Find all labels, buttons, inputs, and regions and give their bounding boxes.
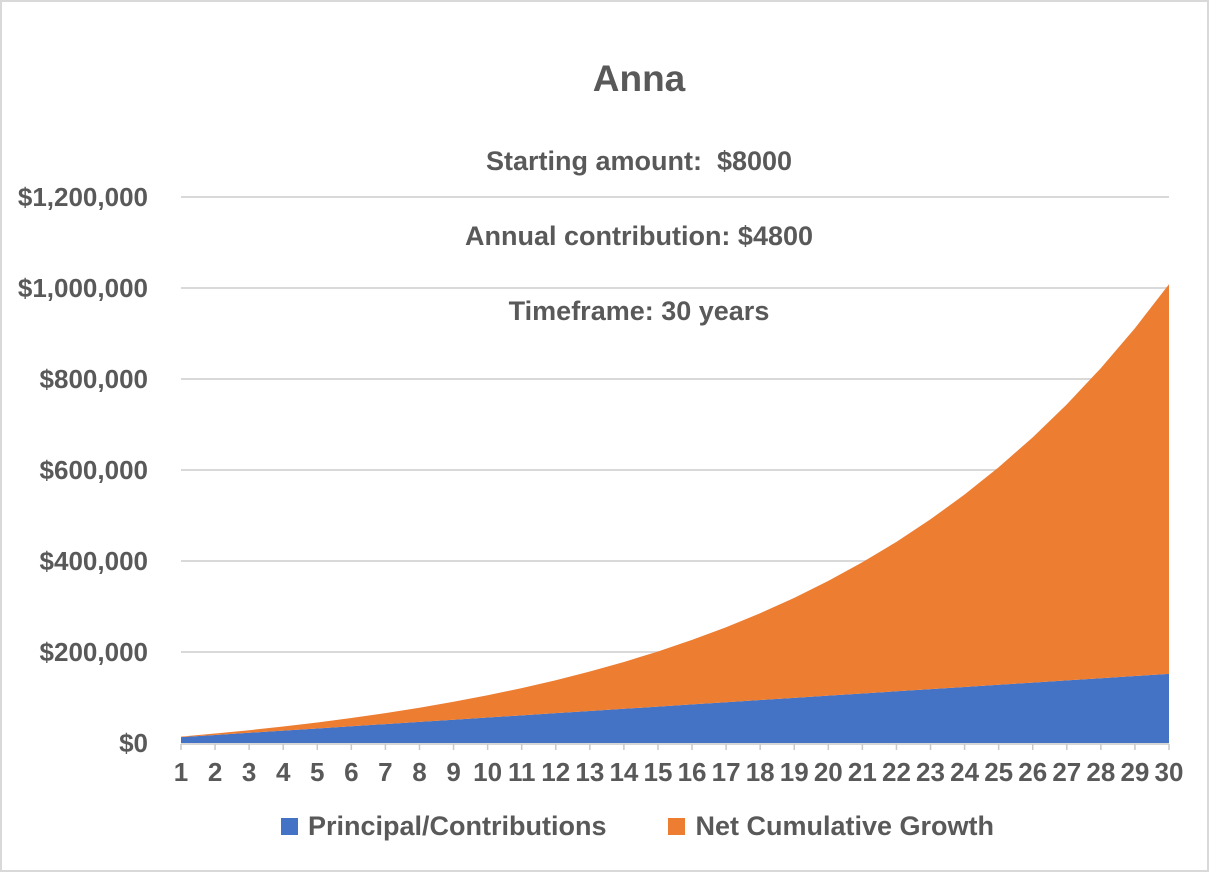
area-net-cumulative-growth[interactable]: [181, 284, 1169, 738]
y-axis-tick-label: $400,000: [40, 546, 148, 576]
x-axis-tick-label: 23: [916, 757, 945, 787]
x-axis-tick-label: 27: [1052, 757, 1081, 787]
x-axis-tick-label: 18: [746, 757, 775, 787]
x-axis-tick-label: 2: [208, 757, 222, 787]
x-axis-tick-label: 8: [412, 757, 426, 787]
x-axis-tick-label: 13: [575, 757, 604, 787]
area-principal-contributions[interactable]: [181, 673, 1169, 743]
x-axis-tick-label: 7: [378, 757, 392, 787]
x-axis-tick-label: 1: [174, 757, 188, 787]
y-axis-tick-label: $1,200,000: [18, 182, 148, 212]
chart-subtitle-timeframe: Timeframe: 30 years: [508, 296, 770, 326]
y-axis-tick-label: $200,000: [40, 637, 148, 667]
legend-label-growth: Net Cumulative Growth: [695, 811, 995, 841]
x-axis-tick-label: 15: [644, 757, 673, 787]
x-axis-tick-label: 14: [609, 757, 638, 787]
x-axis-tick-label: 21: [848, 757, 877, 787]
legend-label-principal: Principal/Contributions: [307, 811, 607, 841]
legend: Principal/Contributions Net Cumulative G…: [2, 809, 1207, 843]
chart-title: Anna: [592, 58, 686, 99]
x-axis-tick-label: 3: [242, 757, 256, 787]
legend-swatch-growth-icon: [668, 817, 686, 835]
x-axis-tick-label: 22: [882, 757, 911, 787]
legend-item-principal[interactable]: Principal/Contributions: [280, 809, 607, 843]
x-axis-tick-label: 29: [1120, 757, 1149, 787]
chart-header: Anna Starting amount: $8000 Annual contr…: [465, 20, 813, 367]
x-axis-tick-label: 24: [950, 757, 979, 787]
x-axis-tick-label: 12: [541, 757, 570, 787]
y-axis-tick-label: $600,000: [40, 455, 148, 485]
y-axis-tick-label: $800,000: [40, 364, 148, 394]
x-axis-tick-label: 30: [1155, 757, 1184, 787]
y-axis-tick-label: $0: [119, 728, 148, 758]
x-axis-tick-label: 26: [1018, 757, 1047, 787]
chart-subtitle-starting-amount: Starting amount: $8000: [485, 146, 793, 176]
x-axis-tick-label: 28: [1086, 757, 1115, 787]
legend-swatch-principal-icon: [280, 817, 298, 835]
x-axis-tick-label: 4: [276, 757, 291, 787]
x-axis-tick-label: 17: [712, 757, 741, 787]
x-axis-tick-label: 5: [310, 757, 324, 787]
y-axis-tick-label: $1,000,000: [18, 273, 148, 303]
x-axis-tick-label: 11: [508, 757, 536, 787]
legend-item-growth[interactable]: Net Cumulative Growth: [668, 809, 994, 843]
chart-subtitle-annual-contribution: Annual contribution: $4800: [464, 221, 814, 251]
x-axis-tick-label: 19: [780, 757, 809, 787]
x-axis-tick-label: 16: [678, 757, 707, 787]
x-axis-tick-label: 20: [814, 757, 843, 787]
x-axis-tick-label: 10: [473, 757, 502, 787]
x-axis-tick-label: 6: [344, 757, 358, 787]
x-axis-tick-label: 25: [984, 757, 1013, 787]
x-axis-tick-label: 9: [446, 757, 460, 787]
